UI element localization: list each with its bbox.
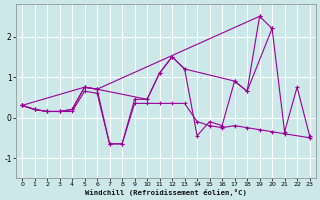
- X-axis label: Windchill (Refroidissement éolien,°C): Windchill (Refroidissement éolien,°C): [85, 189, 247, 196]
